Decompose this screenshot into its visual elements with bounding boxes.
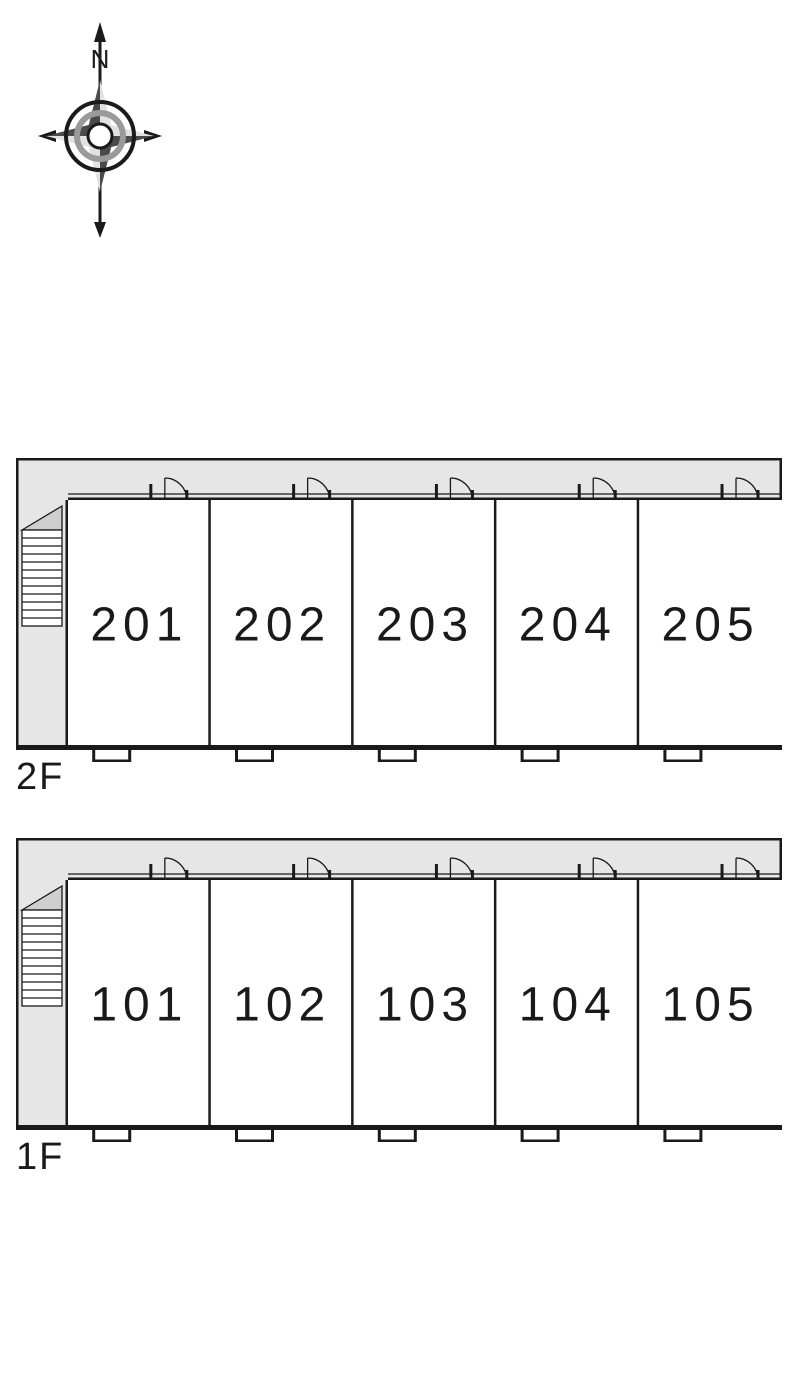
unit-number: 105 bbox=[662, 979, 760, 1032]
unit-number: 204 bbox=[519, 599, 617, 652]
unit-number: 203 bbox=[376, 599, 474, 652]
floor-plan-1f: 101 102 103 104 105 bbox=[16, 838, 782, 1142]
floor-label-2f: 2F bbox=[16, 756, 64, 799]
unit-number: 102 bbox=[233, 979, 331, 1032]
compass: N bbox=[36, 20, 164, 240]
compass-north-label: N bbox=[91, 44, 110, 74]
floor-plan-2f: 201 202 203 204 205 bbox=[16, 458, 782, 762]
unit-number: 101 bbox=[90, 979, 188, 1032]
floor-label-1f: 1F bbox=[16, 1136, 64, 1179]
unit-number: 202 bbox=[233, 599, 331, 652]
unit-number: 205 bbox=[662, 599, 760, 652]
unit-number: 103 bbox=[376, 979, 474, 1032]
unit-number: 104 bbox=[519, 979, 617, 1032]
unit-number: 201 bbox=[90, 599, 188, 652]
